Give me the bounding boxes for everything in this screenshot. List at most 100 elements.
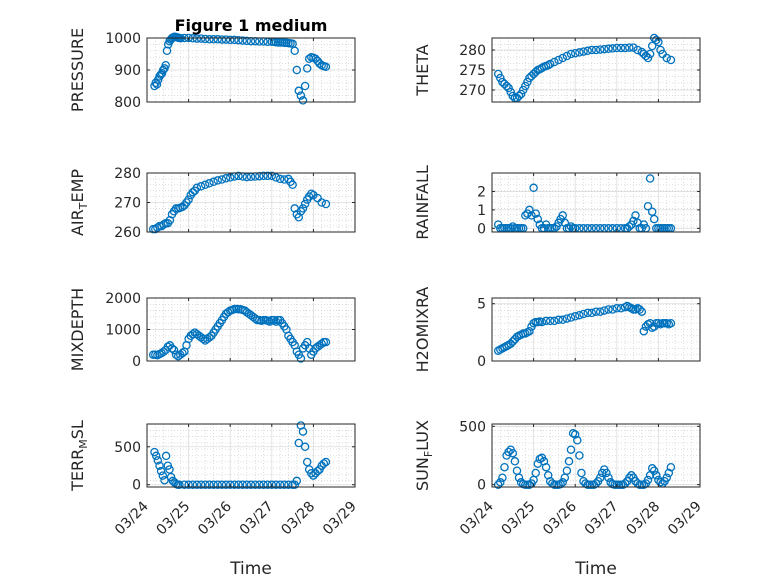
data-point [309, 471, 318, 480]
data-point [521, 81, 530, 91]
data-point [666, 55, 676, 65]
data-point [159, 347, 168, 356]
y-axis-label: PRESSURE [68, 28, 87, 112]
data-point [620, 43, 630, 53]
data-point [656, 45, 665, 55]
data-point [200, 480, 210, 489]
subplot-7: 0 500 TERRMSL 03/24 03/25 03/26 03/27 03/28 03/2… [68, 420, 360, 579]
y-tick-label: 500 [459, 419, 486, 435]
data-point [271, 317, 281, 326]
data-point [523, 77, 532, 87]
data-point [200, 180, 210, 190]
y-axis-label: TERRMSL [68, 420, 90, 492]
data-point [192, 480, 202, 489]
data-point [500, 79, 509, 89]
data-point [294, 438, 304, 448]
data-point [539, 457, 549, 466]
data-point [321, 62, 331, 72]
data-point [527, 211, 536, 220]
y-tick-label: 280 [459, 43, 486, 59]
y-axis-label: MIXDEPTH [68, 288, 87, 371]
data-point [566, 445, 576, 454]
data-point [527, 71, 536, 81]
data-point [643, 201, 653, 211]
subplot-6: 0 5 H2OMIXRA [413, 287, 701, 373]
data-point [600, 44, 609, 54]
data-point [158, 471, 168, 480]
data-point [188, 480, 198, 489]
axes-box [146, 423, 356, 488]
data-point [516, 89, 526, 99]
data-point [604, 473, 613, 482]
data-point [175, 480, 184, 489]
x-axis-label: Time [229, 559, 272, 579]
y-tick-label: 2 [477, 184, 486, 200]
y-tick-label: 0 [477, 354, 486, 370]
data-point [496, 73, 505, 83]
subplot-8: 0 500 SUNFLUX 03/24 03/25 03/26 03/27 03/28 03/2… [413, 419, 705, 579]
data-point [570, 48, 580, 58]
data-point [196, 182, 206, 191]
data-point [514, 473, 524, 482]
data-point [263, 171, 272, 181]
data-point [604, 305, 613, 314]
data-point [250, 480, 260, 489]
data-point [209, 177, 218, 187]
data-point [514, 91, 524, 101]
data-point [647, 41, 657, 51]
data-point [267, 480, 277, 489]
data-point [307, 189, 316, 198]
data-point [317, 198, 326, 207]
data-point [213, 480, 222, 489]
data-point [230, 480, 239, 489]
data-point [319, 459, 329, 468]
x-tick-label: 03/24 [112, 498, 152, 538]
data-point [575, 48, 584, 57]
data-point [188, 329, 198, 339]
data-point [639, 326, 649, 336]
data-point [304, 54, 314, 64]
data-point [652, 471, 661, 480]
data-point [579, 309, 588, 319]
data-point [213, 35, 222, 44]
data-point [234, 480, 243, 489]
data-point [205, 333, 214, 342]
data-point [550, 316, 559, 326]
data-point [296, 91, 306, 100]
data-point [575, 451, 584, 460]
data-point [666, 462, 676, 472]
y-tick-label: 1000 [105, 31, 141, 47]
data-point [255, 480, 264, 489]
data-point [496, 478, 505, 487]
data-point [259, 171, 268, 181]
y-tick-label: 500 [114, 440, 141, 456]
data-point [160, 475, 169, 485]
data-point [541, 462, 551, 472]
data-point [625, 43, 634, 52]
x-axis-label: Time [574, 559, 617, 579]
data-point [158, 65, 168, 75]
data-point [300, 81, 310, 91]
y-tick-label: 0 [132, 354, 141, 370]
data-point [205, 179, 214, 188]
data-point [570, 430, 580, 439]
data-point [608, 44, 617, 53]
axes-box [491, 297, 701, 362]
data-point [217, 480, 227, 489]
data-point [612, 304, 622, 313]
data-point [562, 314, 572, 323]
data-point [209, 35, 218, 44]
data-point [554, 315, 563, 325]
y-axis-label: H2OMIXRA [413, 287, 432, 373]
figure-title: Figure 1 medium [175, 16, 328, 35]
data-point [562, 466, 572, 475]
data-point [556, 479, 565, 489]
y-tick-label: 0 [477, 221, 486, 237]
data-point [502, 81, 511, 91]
data-point [531, 468, 540, 478]
data-point [165, 465, 174, 474]
data-point [300, 442, 310, 452]
data-point [643, 475, 653, 485]
data-point [169, 345, 179, 355]
data-point [558, 53, 567, 63]
